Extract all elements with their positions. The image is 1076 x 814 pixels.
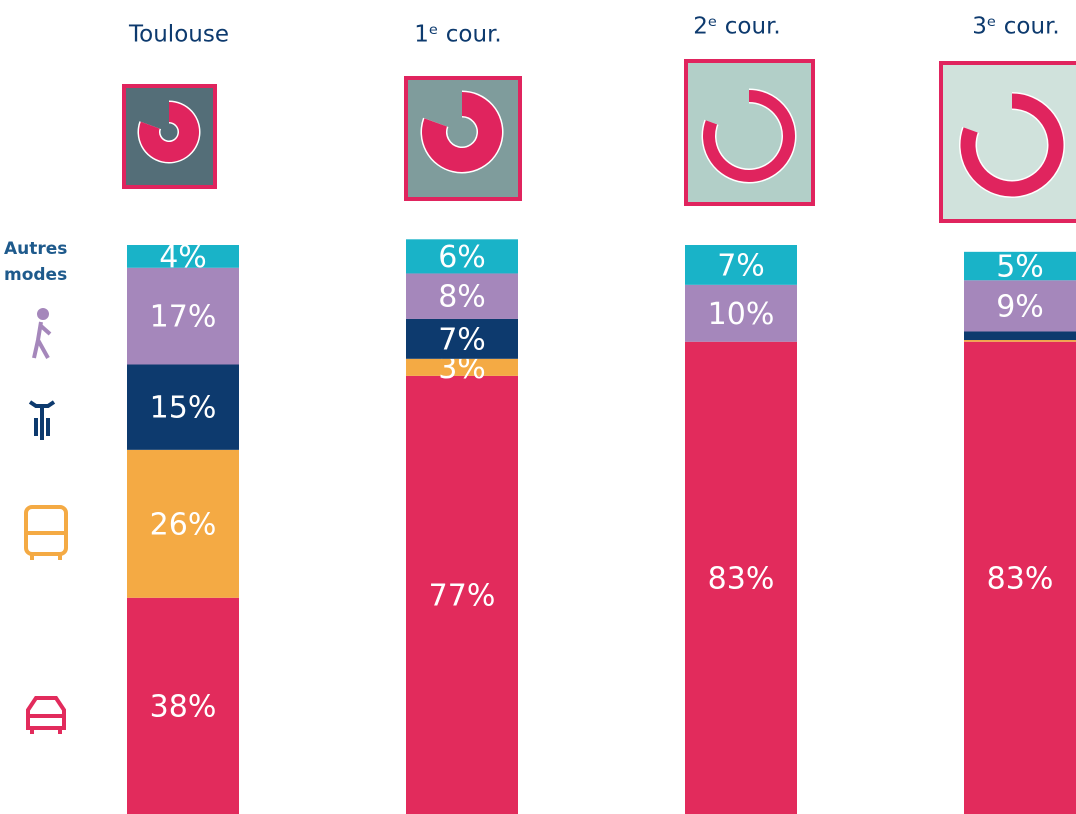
- bar-segment: [964, 251, 1076, 281]
- bar-segment: [406, 239, 518, 274]
- walk-icon: [32, 308, 52, 359]
- x-tick-label: 3ᵉ cour.: [972, 14, 1060, 40]
- bar-segment: [127, 597, 239, 814]
- data-label: 26%: [150, 507, 217, 542]
- bar-segment: [406, 358, 518, 376]
- ring-icon: [703, 90, 795, 182]
- bus-icon: [24, 505, 68, 560]
- bike-icon: [28, 400, 56, 440]
- legend-label: Autres modes: [4, 239, 68, 285]
- bar-segment: [685, 284, 797, 342]
- bar-segment: [685, 245, 797, 285]
- mode-icons: [24, 308, 68, 734]
- data-label: 83%: [708, 561, 775, 596]
- data-label: 10%: [708, 297, 775, 332]
- x-tick-label: 1ᵉ cour.: [414, 22, 502, 48]
- ring-icon: [422, 92, 502, 172]
- bar-segment: [964, 331, 1076, 341]
- data-label: 77%: [429, 578, 496, 613]
- bar-segment: [406, 273, 518, 319]
- data-label: 7%: [438, 322, 486, 357]
- data-label: 9%: [996, 289, 1044, 324]
- data-label: 7%: [717, 248, 765, 283]
- data-label: 5%: [996, 250, 1044, 285]
- bar-segment: [406, 375, 518, 814]
- data-label: 38%: [150, 689, 217, 724]
- data-label: 83%: [987, 561, 1054, 596]
- x-tick-label: 2ᵉ cour.: [693, 14, 781, 40]
- bar-segment: [964, 341, 1076, 814]
- x-tick-label: Toulouse: [128, 22, 229, 48]
- bar-segment: [127, 245, 239, 268]
- ring-icon: [960, 93, 1064, 197]
- bar-segment: [964, 340, 1076, 342]
- bar-segment: [127, 364, 239, 450]
- ring-icon: [139, 102, 199, 162]
- bar-segment: [127, 267, 239, 365]
- data-label: 4%: [159, 240, 207, 275]
- bar-segment: [964, 280, 1076, 332]
- data-label: 8%: [438, 280, 486, 315]
- data-label: 17%: [150, 300, 217, 335]
- car-icon: [26, 696, 66, 734]
- bar-segment: [406, 318, 518, 359]
- bar-segment: [685, 341, 797, 814]
- header-icons: [122, 59, 1076, 223]
- bar-segment: [127, 449, 239, 598]
- data-label: 15%: [150, 391, 217, 426]
- data-label: 6%: [438, 240, 486, 275]
